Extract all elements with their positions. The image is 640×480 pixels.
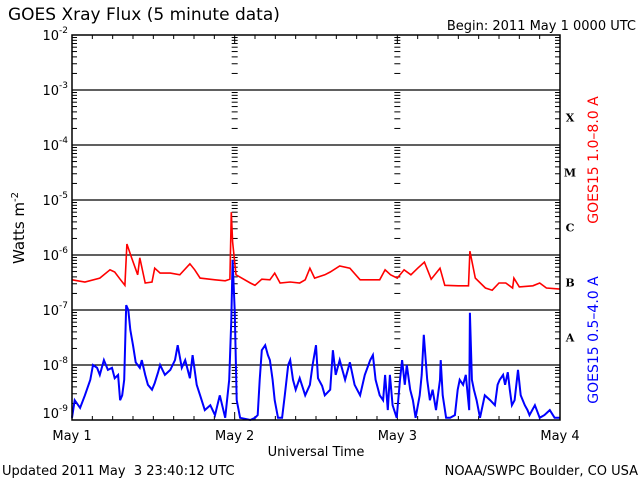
x-tick-labels: May 1 May 2 May 3 May 4 [52, 429, 579, 444]
legend-long-channel: GOES15 1.0–8.0 A [586, 96, 602, 224]
plot-frame [71, 34, 561, 421]
y-tick-label: 10-9 [42, 404, 68, 422]
flare-class-label: X [566, 112, 575, 125]
flare-class-label: B [565, 277, 574, 290]
y-tick-label: 10-2 [42, 26, 68, 44]
y-tick-label: 10-5 [42, 191, 68, 209]
y-axis-label-text: Watts m [10, 202, 28, 264]
y-tick-base: 10 [42, 304, 59, 319]
y-tick-exp: -7 [59, 301, 68, 311]
y-tick-label: 10-4 [42, 136, 68, 154]
flare-class-labels: X M C B A [564, 112, 576, 345]
y-tick-labels: 10-210-310-410-510-610-710-810-9 [42, 26, 68, 422]
y-tick-exp: -5 [59, 191, 68, 201]
x-axis-label: Universal Time [268, 445, 365, 460]
y-tick-exp: -3 [59, 81, 68, 91]
begin-label: Begin: 2011 May 1 0000 UTC [447, 19, 636, 34]
updated-timestamp: Updated 2011 May 3 23:40:12 UTC [2, 464, 235, 479]
y-tick-base: 10 [42, 84, 59, 99]
y-tick-base: 10 [42, 359, 59, 374]
y-tick-base: 10 [42, 139, 59, 154]
x-tick-label: May 2 [215, 429, 254, 444]
y-tick-base: 10 [42, 29, 59, 44]
y-tick-label: 10-3 [42, 81, 68, 99]
legend-short-channel: GOES15 0.5–4.0 A [586, 276, 602, 404]
flare-class-label: C [566, 222, 575, 235]
series-short-channel-line [71, 259, 560, 422]
y-tick-exp: -6 [59, 246, 68, 256]
y-tick-exp: -9 [59, 404, 68, 414]
y-tick-base: 10 [42, 249, 59, 264]
y-tick-base: 10 [42, 194, 59, 209]
y-axis-label: Watts m-2 [10, 192, 28, 264]
svg-text:Watts m-2: Watts m-2 [10, 192, 28, 264]
y-tick-label: 10-6 [42, 246, 68, 264]
y-tick-exp: -8 [59, 356, 68, 366]
x-tick-label: May 1 [52, 429, 91, 444]
y-tick-label: 10-7 [42, 301, 68, 319]
credit-label: NOAA/SWPC Boulder, CO USA [445, 464, 638, 479]
series-long-channel-line [71, 212, 561, 292]
grid-lines [72, 89, 560, 366]
x-tick-label: May 4 [540, 429, 579, 444]
series-group [71, 212, 561, 422]
x-tick-label: May 3 [378, 429, 417, 444]
y-tick-exp: -4 [59, 136, 68, 146]
axis-ticks [71, 35, 561, 421]
chart-title: GOES Xray Flux (5 minute data) [8, 5, 280, 25]
y-tick-base: 10 [42, 407, 59, 422]
flare-class-label: A [565, 332, 575, 345]
flare-class-label: M [564, 167, 576, 180]
y-tick-exp: -2 [59, 26, 68, 36]
y-axis-label-exp: -2 [10, 192, 21, 202]
y-tick-label: 10-8 [42, 356, 68, 374]
